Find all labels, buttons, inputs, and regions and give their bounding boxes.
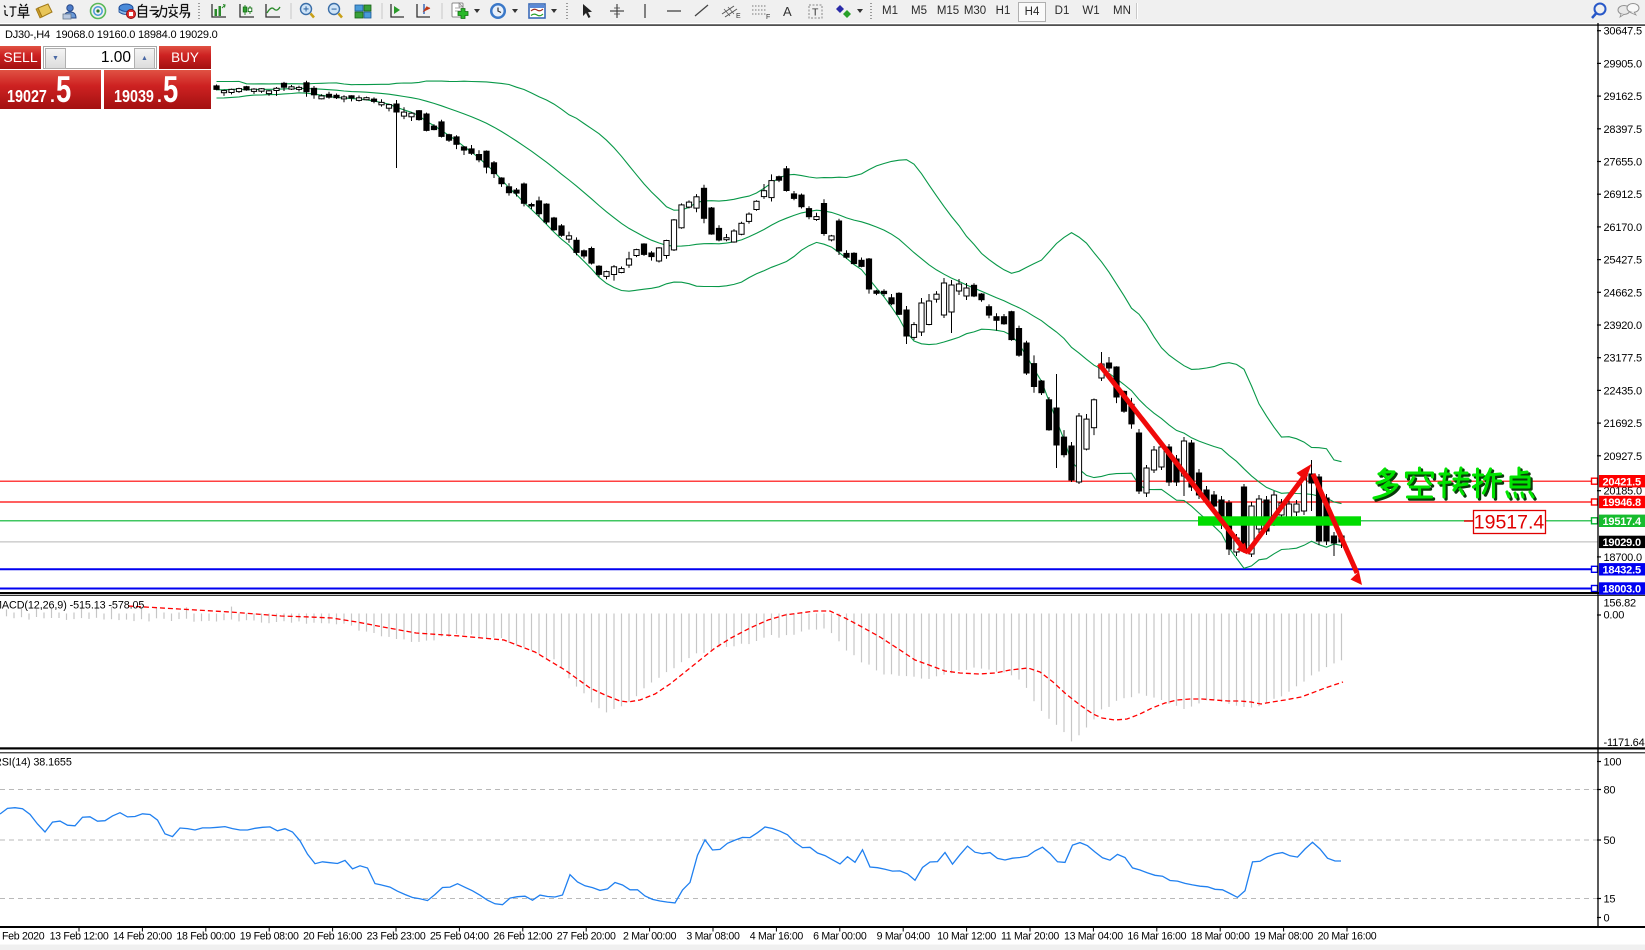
svg-text:9 Mar 04:00: 9 Mar 04:00	[877, 931, 931, 943]
svg-text:3 Mar 08:00: 3 Mar 08:00	[686, 931, 740, 943]
svg-text:19517.4: 19517.4	[1474, 512, 1545, 534]
svg-text:Feb 2020: Feb 2020	[2, 931, 45, 943]
svg-text:MACD(12,26,9) -515.13 -578.05: MACD(12,26,9) -515.13 -578.05	[0, 600, 144, 612]
svg-text:26170.0: 26170.0	[1604, 222, 1642, 234]
svg-text:20 Feb 16:00: 20 Feb 16:00	[303, 931, 362, 943]
svg-text:20927.5: 20927.5	[1604, 451, 1642, 463]
svg-text:25 Feb 04:00: 25 Feb 04:00	[430, 931, 489, 943]
svg-text:13 Feb 12:00: 13 Feb 12:00	[50, 931, 109, 943]
svg-text:25427.5: 25427.5	[1604, 255, 1642, 267]
svg-text:156.82: 156.82	[1604, 598, 1637, 610]
svg-text:18432.5: 18432.5	[1603, 565, 1641, 577]
svg-text:−: −	[331, 5, 337, 16]
svg-text:2 Mar 00:00: 2 Mar 00:00	[623, 931, 677, 943]
svg-text:19946.8: 19946.8	[1603, 497, 1641, 509]
svg-text:30647.5: 30647.5	[1604, 26, 1642, 38]
svg-text:0.00: 0.00	[1604, 610, 1625, 622]
svg-text:27 Feb 20:00: 27 Feb 20:00	[557, 931, 616, 943]
svg-text:29162.5: 29162.5	[1604, 91, 1642, 103]
svg-text:F: F	[766, 14, 770, 21]
svg-text:19 Mar 08:00: 19 Mar 08:00	[1254, 931, 1313, 943]
svg-text:29905.0: 29905.0	[1604, 58, 1642, 70]
svg-text:18 Mar 00:00: 18 Mar 00:00	[1191, 931, 1250, 943]
svg-text:15: 15	[1604, 894, 1616, 906]
svg-text:-1171.64: -1171.64	[1604, 737, 1645, 749]
svg-text:18003.0: 18003.0	[1603, 584, 1641, 596]
svg-text:18 Feb 00:00: 18 Feb 00:00	[176, 931, 235, 943]
svg-text:26 Feb 12:00: 26 Feb 12:00	[493, 931, 552, 943]
svg-text:23177.5: 23177.5	[1604, 353, 1642, 365]
svg-text:50: 50	[1604, 835, 1616, 847]
svg-text:4 Mar 16:00: 4 Mar 16:00	[750, 931, 804, 943]
svg-text:20185.0: 20185.0	[1604, 486, 1642, 498]
svg-text:100: 100	[1604, 757, 1622, 769]
svg-text:T: T	[812, 7, 819, 19]
svg-text:6 Mar 00:00: 6 Mar 00:00	[813, 931, 867, 943]
svg-text:E: E	[736, 13, 741, 20]
svg-text:A: A	[783, 4, 792, 19]
svg-text:24662.5: 24662.5	[1604, 287, 1642, 299]
svg-text:26912.5: 26912.5	[1604, 189, 1642, 201]
svg-text:+: +	[303, 5, 309, 16]
svg-text:11 Mar 20:00: 11 Mar 20:00	[1001, 931, 1059, 943]
svg-text:23 Feb 23:00: 23 Feb 23:00	[367, 931, 426, 943]
svg-text:RSI(14) 38.1655: RSI(14) 38.1655	[0, 757, 72, 769]
svg-text:16 Mar 16:00: 16 Mar 16:00	[1127, 931, 1186, 943]
svg-text:28397.5: 28397.5	[1604, 124, 1642, 136]
svg-text:13 Mar 04:00: 13 Mar 04:00	[1064, 931, 1123, 943]
svg-text:14 Feb 20:00: 14 Feb 20:00	[113, 931, 172, 943]
svg-text:20421.5: 20421.5	[1603, 476, 1641, 488]
svg-text:0: 0	[1604, 913, 1610, 925]
svg-text:21692.5: 21692.5	[1604, 418, 1642, 430]
svg-text:19029.0: 19029.0	[1603, 537, 1641, 549]
svg-text:27655.0: 27655.0	[1604, 157, 1642, 169]
svg-text:80: 80	[1604, 785, 1616, 797]
svg-text:23920.0: 23920.0	[1604, 320, 1642, 332]
svg-text:19 Feb 08:00: 19 Feb 08:00	[240, 931, 299, 943]
svg-text:10 Mar 12:00: 10 Mar 12:00	[937, 931, 996, 943]
svg-text:18700.0: 18700.0	[1604, 552, 1642, 564]
svg-text:20 Mar 16:00: 20 Mar 16:00	[1318, 931, 1377, 943]
svg-text:22435.0: 22435.0	[1604, 385, 1642, 397]
svg-text:19517.4: 19517.4	[1603, 516, 1642, 528]
